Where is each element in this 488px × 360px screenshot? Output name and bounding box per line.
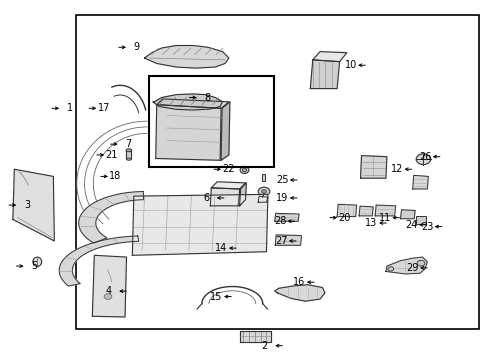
Text: 26: 26 [418, 152, 430, 162]
Text: 8: 8 [204, 93, 210, 103]
Polygon shape [156, 105, 221, 160]
Text: 11: 11 [378, 213, 390, 222]
Ellipse shape [33, 257, 41, 266]
Text: 28: 28 [273, 216, 285, 226]
Bar [76, 15, 478, 329]
Text: 24: 24 [405, 220, 417, 230]
Bar [415, 216, 425, 224]
Text: 22: 22 [222, 164, 234, 174]
Polygon shape [385, 257, 427, 274]
Text: 14: 14 [215, 243, 227, 253]
Polygon shape [132, 194, 267, 255]
Text: 29: 29 [406, 263, 418, 273]
Bar [126, 150, 131, 159]
Text: 3: 3 [24, 200, 30, 210]
Text: 9: 9 [133, 42, 140, 52]
Polygon shape [400, 210, 414, 219]
Polygon shape [239, 183, 246, 206]
Polygon shape [79, 192, 143, 243]
Polygon shape [310, 60, 339, 89]
Polygon shape [144, 45, 228, 68]
Text: 6: 6 [203, 193, 209, 203]
Text: 20: 20 [338, 213, 350, 222]
Text: 15: 15 [210, 292, 223, 302]
Polygon shape [221, 102, 229, 160]
Text: 4: 4 [105, 286, 111, 296]
Text: 7: 7 [125, 139, 131, 149]
Polygon shape [92, 255, 126, 317]
Ellipse shape [126, 158, 131, 160]
Polygon shape [274, 285, 325, 301]
Polygon shape [412, 175, 427, 189]
Polygon shape [275, 235, 301, 245]
Ellipse shape [240, 166, 248, 174]
Circle shape [261, 190, 266, 193]
Polygon shape [358, 206, 372, 216]
Text: 13: 13 [365, 218, 377, 228]
Polygon shape [59, 236, 139, 286]
Polygon shape [157, 99, 228, 108]
Circle shape [258, 187, 269, 196]
Polygon shape [211, 182, 245, 189]
Text: 19: 19 [276, 193, 288, 203]
Text: 27: 27 [275, 236, 287, 246]
Circle shape [387, 267, 393, 271]
Polygon shape [153, 94, 222, 110]
Polygon shape [336, 204, 356, 217]
Bar [149, 76, 273, 167]
Text: 16: 16 [293, 277, 305, 287]
Text: 17: 17 [97, 103, 110, 113]
Polygon shape [360, 156, 386, 178]
Text: 1: 1 [66, 103, 73, 113]
Text: 5: 5 [31, 261, 37, 271]
Polygon shape [312, 51, 346, 62]
Text: 25: 25 [276, 175, 288, 185]
Polygon shape [274, 213, 299, 221]
Polygon shape [13, 169, 54, 241]
Polygon shape [210, 188, 239, 206]
Ellipse shape [126, 149, 132, 152]
Text: 21: 21 [105, 150, 118, 160]
Polygon shape [239, 330, 271, 342]
Text: 10: 10 [344, 60, 356, 70]
Text: 23: 23 [420, 222, 432, 231]
Polygon shape [374, 205, 395, 216]
Text: 18: 18 [109, 171, 122, 181]
Circle shape [415, 154, 430, 165]
Circle shape [416, 260, 424, 266]
Bar [261, 174, 265, 181]
Circle shape [104, 294, 112, 300]
Text: 12: 12 [390, 164, 402, 174]
Text: 2: 2 [261, 341, 267, 351]
Polygon shape [258, 196, 267, 202]
Ellipse shape [242, 168, 246, 172]
